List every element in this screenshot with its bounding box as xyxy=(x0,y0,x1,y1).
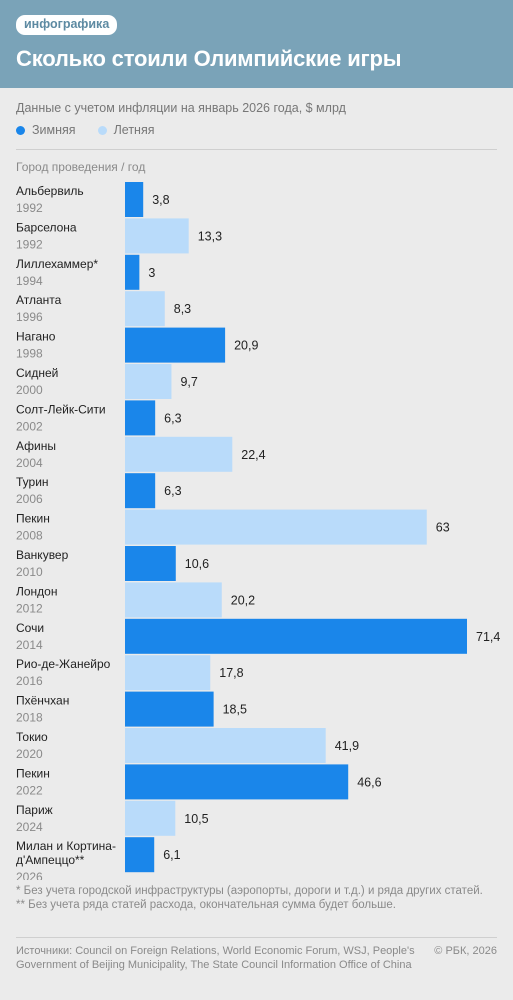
value-label-9: 6,3 xyxy=(164,484,181,498)
year-label-16: 2020 xyxy=(16,747,43,761)
value-label-12: 20,2 xyxy=(231,593,255,607)
year-label-3: 1994 xyxy=(16,274,43,288)
year-label-1: 1992 xyxy=(16,201,43,215)
value-label-2: 13,3 xyxy=(198,229,222,243)
column-header: Город проведения / год xyxy=(16,160,146,174)
city-label-6: Сидней xyxy=(16,366,58,380)
bar-14 xyxy=(125,655,211,691)
category-tag: инфографика xyxy=(16,15,118,35)
year-label-8: 2004 xyxy=(16,456,43,470)
divider-bottom xyxy=(16,937,497,938)
bar-4 xyxy=(125,291,165,327)
legend-item-winter: Зимняя xyxy=(16,123,76,137)
footnote-2: ** Без учета ряда статей расхода, оконча… xyxy=(16,899,396,911)
bar-6 xyxy=(125,364,172,399)
city-label-13: Сочи xyxy=(16,621,44,635)
year-label-14: 2016 xyxy=(16,674,43,688)
footnotes: * Без учета городской инфраструктуры (аэ… xyxy=(16,884,496,912)
year-label-2: 1992 xyxy=(16,237,43,251)
value-label-11: 10,6 xyxy=(185,557,209,571)
bar-17 xyxy=(125,764,349,800)
city-label-9: Турин xyxy=(16,475,49,489)
city-label-14: Рио-де-Жанейро xyxy=(16,657,111,671)
year-label-7: 2002 xyxy=(16,419,43,433)
value-label-17: 46,6 xyxy=(357,775,381,789)
bar-13 xyxy=(125,618,467,654)
bar-16 xyxy=(125,728,326,763)
bar-19 xyxy=(125,837,155,873)
footnote-1: * Без учета городской инфраструктуры (аэ… xyxy=(16,885,483,897)
year-label-18: 2024 xyxy=(16,820,43,834)
city-label-5: Нагано xyxy=(16,330,56,344)
legend-label-winter: Зимняя xyxy=(32,123,76,137)
value-label-13: 71,4 xyxy=(476,630,500,644)
city-label-8: Афины xyxy=(16,439,56,453)
bar-7 xyxy=(125,400,156,436)
bar-18 xyxy=(125,800,176,836)
city-label-4: Атланта xyxy=(16,293,62,307)
legend: Зимняя Летняя xyxy=(16,123,176,137)
legend-label-summer: Летняя xyxy=(113,123,155,137)
bar-12 xyxy=(125,582,222,618)
value-label-3: 3 xyxy=(148,266,155,280)
value-label-4: 8,3 xyxy=(174,302,191,316)
year-label-9: 2006 xyxy=(16,492,43,506)
year-label-11: 2010 xyxy=(16,565,43,579)
value-label-1: 3,8 xyxy=(152,193,169,207)
divider-top xyxy=(16,149,497,150)
sources-text: Источники: Council on Foreign Relations,… xyxy=(16,945,415,971)
legend-item-summer: Летняя xyxy=(97,123,155,137)
year-label-12: 2012 xyxy=(16,601,43,615)
city-label-10: Пекин xyxy=(16,512,50,526)
legend-swatch-summer xyxy=(97,125,107,135)
city-label-19-line-2: д'Ампеццо** xyxy=(16,853,85,867)
bar-3 xyxy=(125,254,140,290)
bar-8 xyxy=(125,436,233,472)
city-label-11: Ванкувер xyxy=(16,548,69,562)
year-label-19: 2026 xyxy=(16,870,43,880)
value-label-18: 10,5 xyxy=(184,812,208,826)
header-banner: инфографика Сколько стоили Олимпийские и… xyxy=(0,0,513,88)
city-label-15: Пхёнчхан xyxy=(16,694,69,708)
year-label-13: 2014 xyxy=(16,638,43,652)
year-label-15: 2018 xyxy=(16,711,43,725)
chart-subtitle: Данные с учетом инфляции на январь 2026 … xyxy=(16,101,346,115)
year-label-5: 1998 xyxy=(16,347,43,361)
value-label-6: 9,7 xyxy=(180,375,197,389)
bar-1 xyxy=(125,182,144,217)
value-label-10: 63 xyxy=(436,521,450,535)
city-label-7: Солт-Лейк-Сити xyxy=(16,402,106,416)
city-label-17: Пекин xyxy=(16,766,50,780)
year-label-6: 2000 xyxy=(16,383,43,397)
value-label-19: 6,1 xyxy=(163,848,180,862)
value-label-15: 18,5 xyxy=(223,703,247,717)
bar-11 xyxy=(125,546,176,581)
bar-15 xyxy=(125,691,214,727)
year-label-17: 2022 xyxy=(16,783,43,797)
value-label-7: 6,3 xyxy=(164,411,181,425)
year-label-4: 1996 xyxy=(16,310,43,324)
city-label-12: Лондон xyxy=(16,584,57,598)
value-label-8: 22,4 xyxy=(241,448,265,462)
city-label-18: Париж xyxy=(16,803,53,817)
value-label-16: 41,9 xyxy=(335,739,359,753)
bar-5 xyxy=(125,327,226,363)
page-title: Сколько стоили Олимпийские игры xyxy=(16,46,402,71)
legend-swatch-winter xyxy=(16,125,25,135)
bar-2 xyxy=(125,218,189,254)
value-label-5: 20,9 xyxy=(234,339,258,353)
city-label-19-line-1: Милан и Кортина- xyxy=(16,839,116,853)
bar-chart: 3,8 Альбервиль 1992 13,3 Барселона 1992 3 Лилле… xyxy=(16,182,500,880)
copyright: © РБК, 2026 xyxy=(434,945,497,957)
city-label-3: Лиллехаммер* xyxy=(16,257,98,271)
city-label-16: Токио xyxy=(16,730,48,744)
city-label-2: Барселона xyxy=(16,220,77,234)
city-label-1: Альбервиль xyxy=(16,184,84,198)
year-label-10: 2008 xyxy=(16,529,43,543)
bar-9 xyxy=(125,473,156,509)
value-label-14: 17,8 xyxy=(219,666,243,680)
bar-10 xyxy=(125,509,427,545)
